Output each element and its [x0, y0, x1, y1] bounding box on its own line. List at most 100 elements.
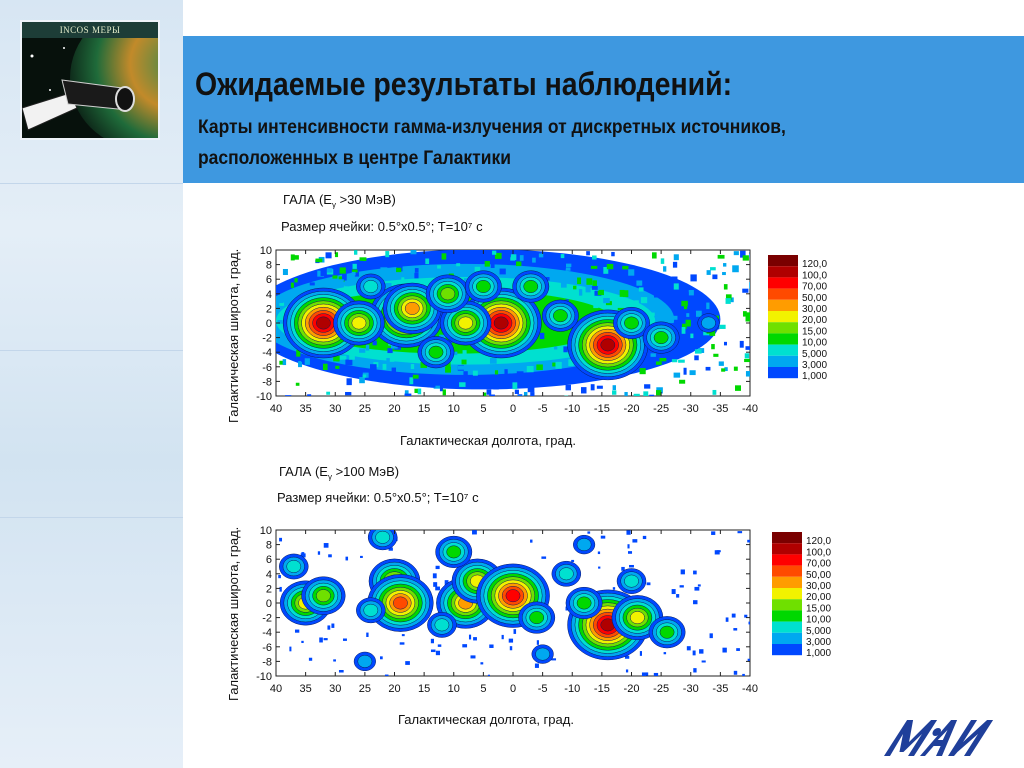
noise-cell [501, 634, 504, 640]
noise-cell [652, 302, 659, 310]
noise-cell [279, 360, 284, 365]
noise-cell [517, 394, 523, 396]
header-blue-band [183, 36, 1024, 183]
noise-cell [612, 390, 617, 395]
noise-cell [519, 255, 524, 261]
y-tick-label: 10 [260, 525, 272, 537]
noise-cell [711, 531, 716, 535]
noise-cell [560, 254, 565, 259]
noise-cell [508, 638, 514, 643]
noise-cell [548, 337, 556, 343]
noise-cell [660, 258, 665, 264]
source-contour [523, 280, 539, 293]
y-tick-label: 6 [266, 274, 272, 286]
noise-cell [711, 344, 715, 350]
noise-cell [365, 344, 370, 351]
noise-cell [671, 359, 678, 363]
noise-cell [437, 644, 442, 647]
noise-cell [338, 669, 344, 673]
source-contour [404, 301, 420, 315]
noise-cell [401, 277, 405, 282]
noise-cell [342, 359, 346, 364]
noise-cell [516, 261, 522, 267]
noise-cell [597, 289, 604, 296]
logo-caption: INCOS МЕРЫ [22, 22, 158, 38]
noise-cell [345, 359, 349, 366]
source-contour [653, 331, 669, 345]
noise-cell [388, 547, 393, 551]
noise-cell [565, 384, 571, 391]
x-tick-label: 25 [359, 403, 371, 415]
noise-cell [296, 349, 301, 357]
y-tick-label: -6 [262, 362, 272, 374]
legend-label: 15,00 [802, 326, 827, 337]
noise-cell [509, 646, 513, 651]
x-tick-label: 20 [388, 683, 400, 695]
noise-cell [573, 285, 577, 290]
noise-cell [541, 556, 547, 559]
noise-cell [673, 254, 679, 261]
noise-cell [723, 263, 727, 267]
noise-cell [733, 366, 738, 371]
noise-cell [457, 365, 465, 370]
noise-cell [536, 640, 539, 645]
x-tick-label: 30 [329, 403, 341, 415]
noise-cell [656, 390, 662, 396]
noise-cell [405, 661, 410, 665]
legend-label: 3,000 [806, 637, 831, 648]
noise-cell [559, 265, 566, 270]
legend-swatch [772, 576, 802, 588]
noise-cell [412, 374, 419, 379]
noise-cell [301, 640, 304, 644]
noise-cell [333, 659, 336, 662]
noise-cell [425, 258, 430, 265]
legend-swatch [768, 344, 798, 356]
noise-cell [484, 261, 490, 267]
noise-cell [663, 652, 667, 655]
noise-cell [366, 632, 369, 637]
x-tick-label: -15 [594, 683, 610, 695]
noise-cell [673, 283, 679, 290]
noise-cell [384, 674, 389, 676]
noise-cell [320, 269, 327, 276]
source-contour [351, 316, 367, 330]
noise-cell [307, 394, 312, 396]
noise-cell [362, 374, 367, 378]
noise-cell [295, 382, 300, 386]
source-contour [576, 596, 592, 610]
map1-x-axis-label: Галактическая долгота, град. [400, 433, 576, 448]
noise-cell [494, 252, 502, 259]
noise-cell [517, 395, 524, 396]
noise-cell [718, 361, 724, 366]
x-tick-label: -30 [683, 403, 699, 415]
noise-cell [731, 613, 736, 618]
noise-cell [709, 329, 716, 336]
noise-cell [600, 535, 606, 539]
noise-cell [487, 674, 491, 676]
noise-cell [294, 629, 300, 633]
x-tick-label: -20 [624, 403, 640, 415]
y-tick-label: -2 [262, 613, 272, 625]
legend-swatch [768, 266, 798, 278]
noise-cell [420, 362, 427, 368]
noise-cell [749, 282, 750, 289]
noise-cell [641, 672, 647, 676]
legend-swatch [768, 333, 798, 345]
noise-cell [538, 253, 544, 258]
noise-cell [342, 638, 347, 641]
legend-swatch [768, 367, 798, 379]
noise-cell [633, 393, 640, 396]
y-tick-label: -6 [262, 642, 272, 654]
y-tick-label: 2 [266, 303, 272, 315]
noise-cell [676, 290, 681, 295]
noise-cell [744, 353, 750, 359]
noise-cell [676, 594, 680, 598]
noise-cell [742, 311, 747, 317]
noise-cell [686, 313, 690, 317]
source-contour [505, 589, 521, 603]
noise-cell [712, 389, 717, 395]
noise-cell [504, 369, 508, 376]
noise-cell [354, 271, 359, 277]
noise-cell [587, 531, 591, 534]
source-contour [535, 647, 551, 661]
